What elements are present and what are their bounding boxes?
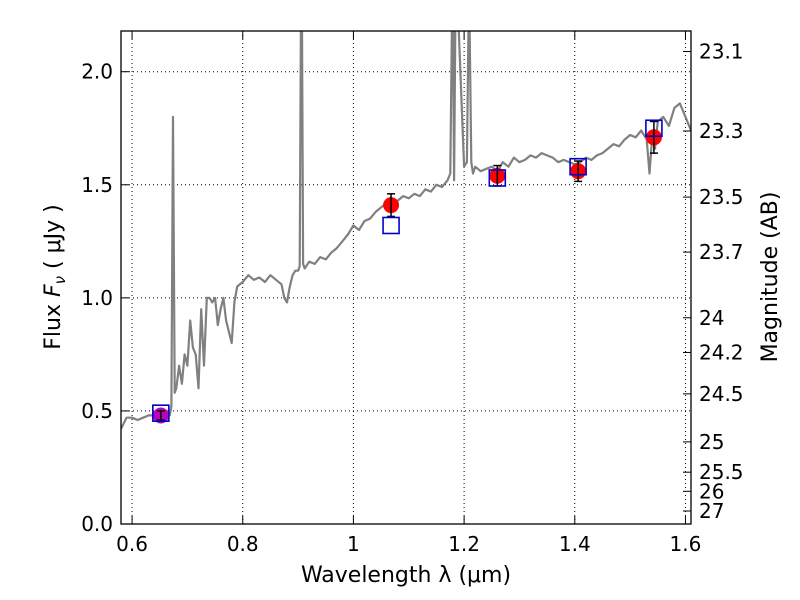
y-axis-label-prefix: Flux — [41, 297, 66, 350]
mag-tick-label: 24.5 — [699, 382, 744, 406]
mag-tick-label: 26 — [699, 479, 724, 503]
y-axis-label-symbol: F — [41, 284, 66, 297]
mag-tick-label: 23.1 — [699, 40, 744, 64]
y-axis-label: Flux Fν ( μJy ) — [41, 204, 69, 349]
model-square — [569, 157, 587, 176]
axis-ticks: 0.6 0.8 1 1.2 1.4 1.6 0.0 0.5 1.0 1.5 2.0 23.1 23.3 2… — [81, 31, 744, 556]
x-axis-label: Wavelength λ (μm) — [301, 563, 511, 588]
x-tick-label: 1.6 — [670, 532, 702, 556]
spectrum-series — [121, 31, 691, 430]
spectrum-line — [121, 31, 691, 430]
photometry-points — [152, 119, 663, 424]
y-tick-label: 2.0 — [81, 60, 113, 84]
y-tick-label: 1.5 — [81, 173, 113, 197]
mag-tick-label: 27 — [699, 499, 724, 523]
mag-tick-label: 23.7 — [699, 240, 744, 264]
y-tick-label: 0.5 — [81, 399, 113, 423]
grid — [121, 31, 691, 525]
mag-tick-label: 23.5 — [699, 185, 744, 209]
x-tick-label: 0.6 — [116, 532, 148, 556]
x-tick-label: 1.4 — [559, 532, 591, 556]
x-tick-label: 1.2 — [448, 532, 480, 556]
y-axis-label-subscript: ν — [51, 276, 69, 284]
y-tick-label: 0.0 — [81, 512, 113, 536]
mag-tick-label: 25.5 — [699, 460, 744, 484]
mag-tick-label: 24 — [699, 306, 724, 330]
model-square — [488, 169, 507, 187]
mag-tick-label: 23.3 — [699, 119, 744, 143]
model-square — [152, 404, 170, 422]
y-tick-label: 1.0 — [81, 286, 113, 310]
mag-tick-label: 24.2 — [699, 340, 744, 364]
y2-axis-label: Magnitude (AB) — [758, 192, 783, 363]
y-axis-label-unit: ( μJy ) — [41, 204, 66, 276]
mag-tick-label: 25 — [699, 430, 724, 454]
model-square — [645, 119, 663, 138]
model-square — [382, 216, 400, 235]
plot-frame — [120, 30, 692, 525]
x-tick-label: 0.8 — [227, 532, 259, 556]
x-tick-label: 1 — [347, 532, 360, 556]
